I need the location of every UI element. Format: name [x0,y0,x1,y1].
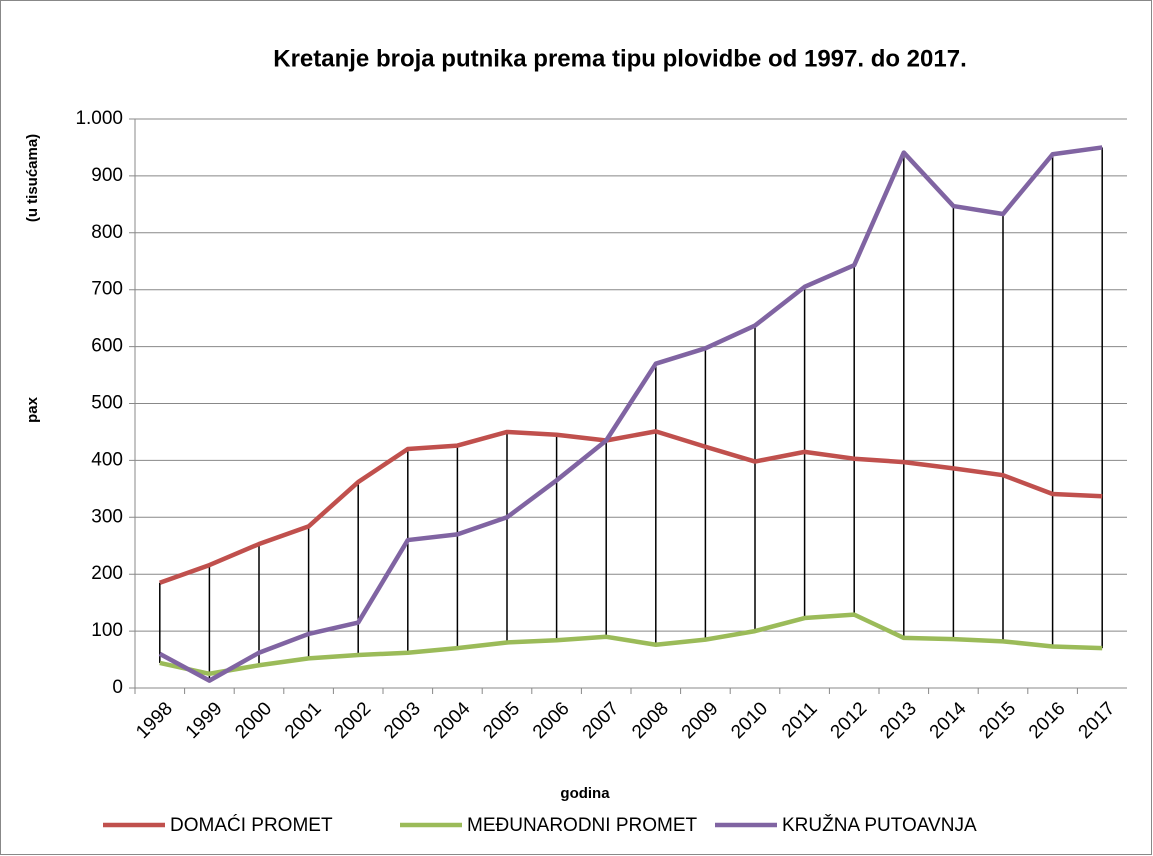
y-tick-label: 800 [91,222,123,243]
y-axis-subtitle: (u tisućama) [24,134,41,222]
chart-title: Kretanje broja putnika prema tipu plovid… [273,45,967,72]
y-tick-label: 100 [91,620,123,641]
legend-label: MEĐUNARODNI PROMET [467,815,698,836]
y-tick-label: 1.000 [75,108,123,129]
y-tick-label: 300 [91,506,123,527]
legend-label: DOMAĆI PROMET [170,814,333,836]
legend-label: KRUŽNA PUTOAVNJA [782,814,977,836]
y-tick-label: 900 [91,165,123,186]
y-tick-label: 200 [91,563,123,584]
y-axis-title: pax [24,396,41,423]
y-tick-label: 400 [91,449,123,470]
x-axis-title: godina [560,785,610,802]
series-line [159,429,1103,585]
y-tick-label: 700 [91,279,123,300]
y-tick-label: 0 [112,677,123,698]
y-tick-label: 600 [91,336,123,357]
series-line [158,145,1103,683]
series-line [159,612,1103,677]
y-tick-label: 500 [91,393,123,414]
